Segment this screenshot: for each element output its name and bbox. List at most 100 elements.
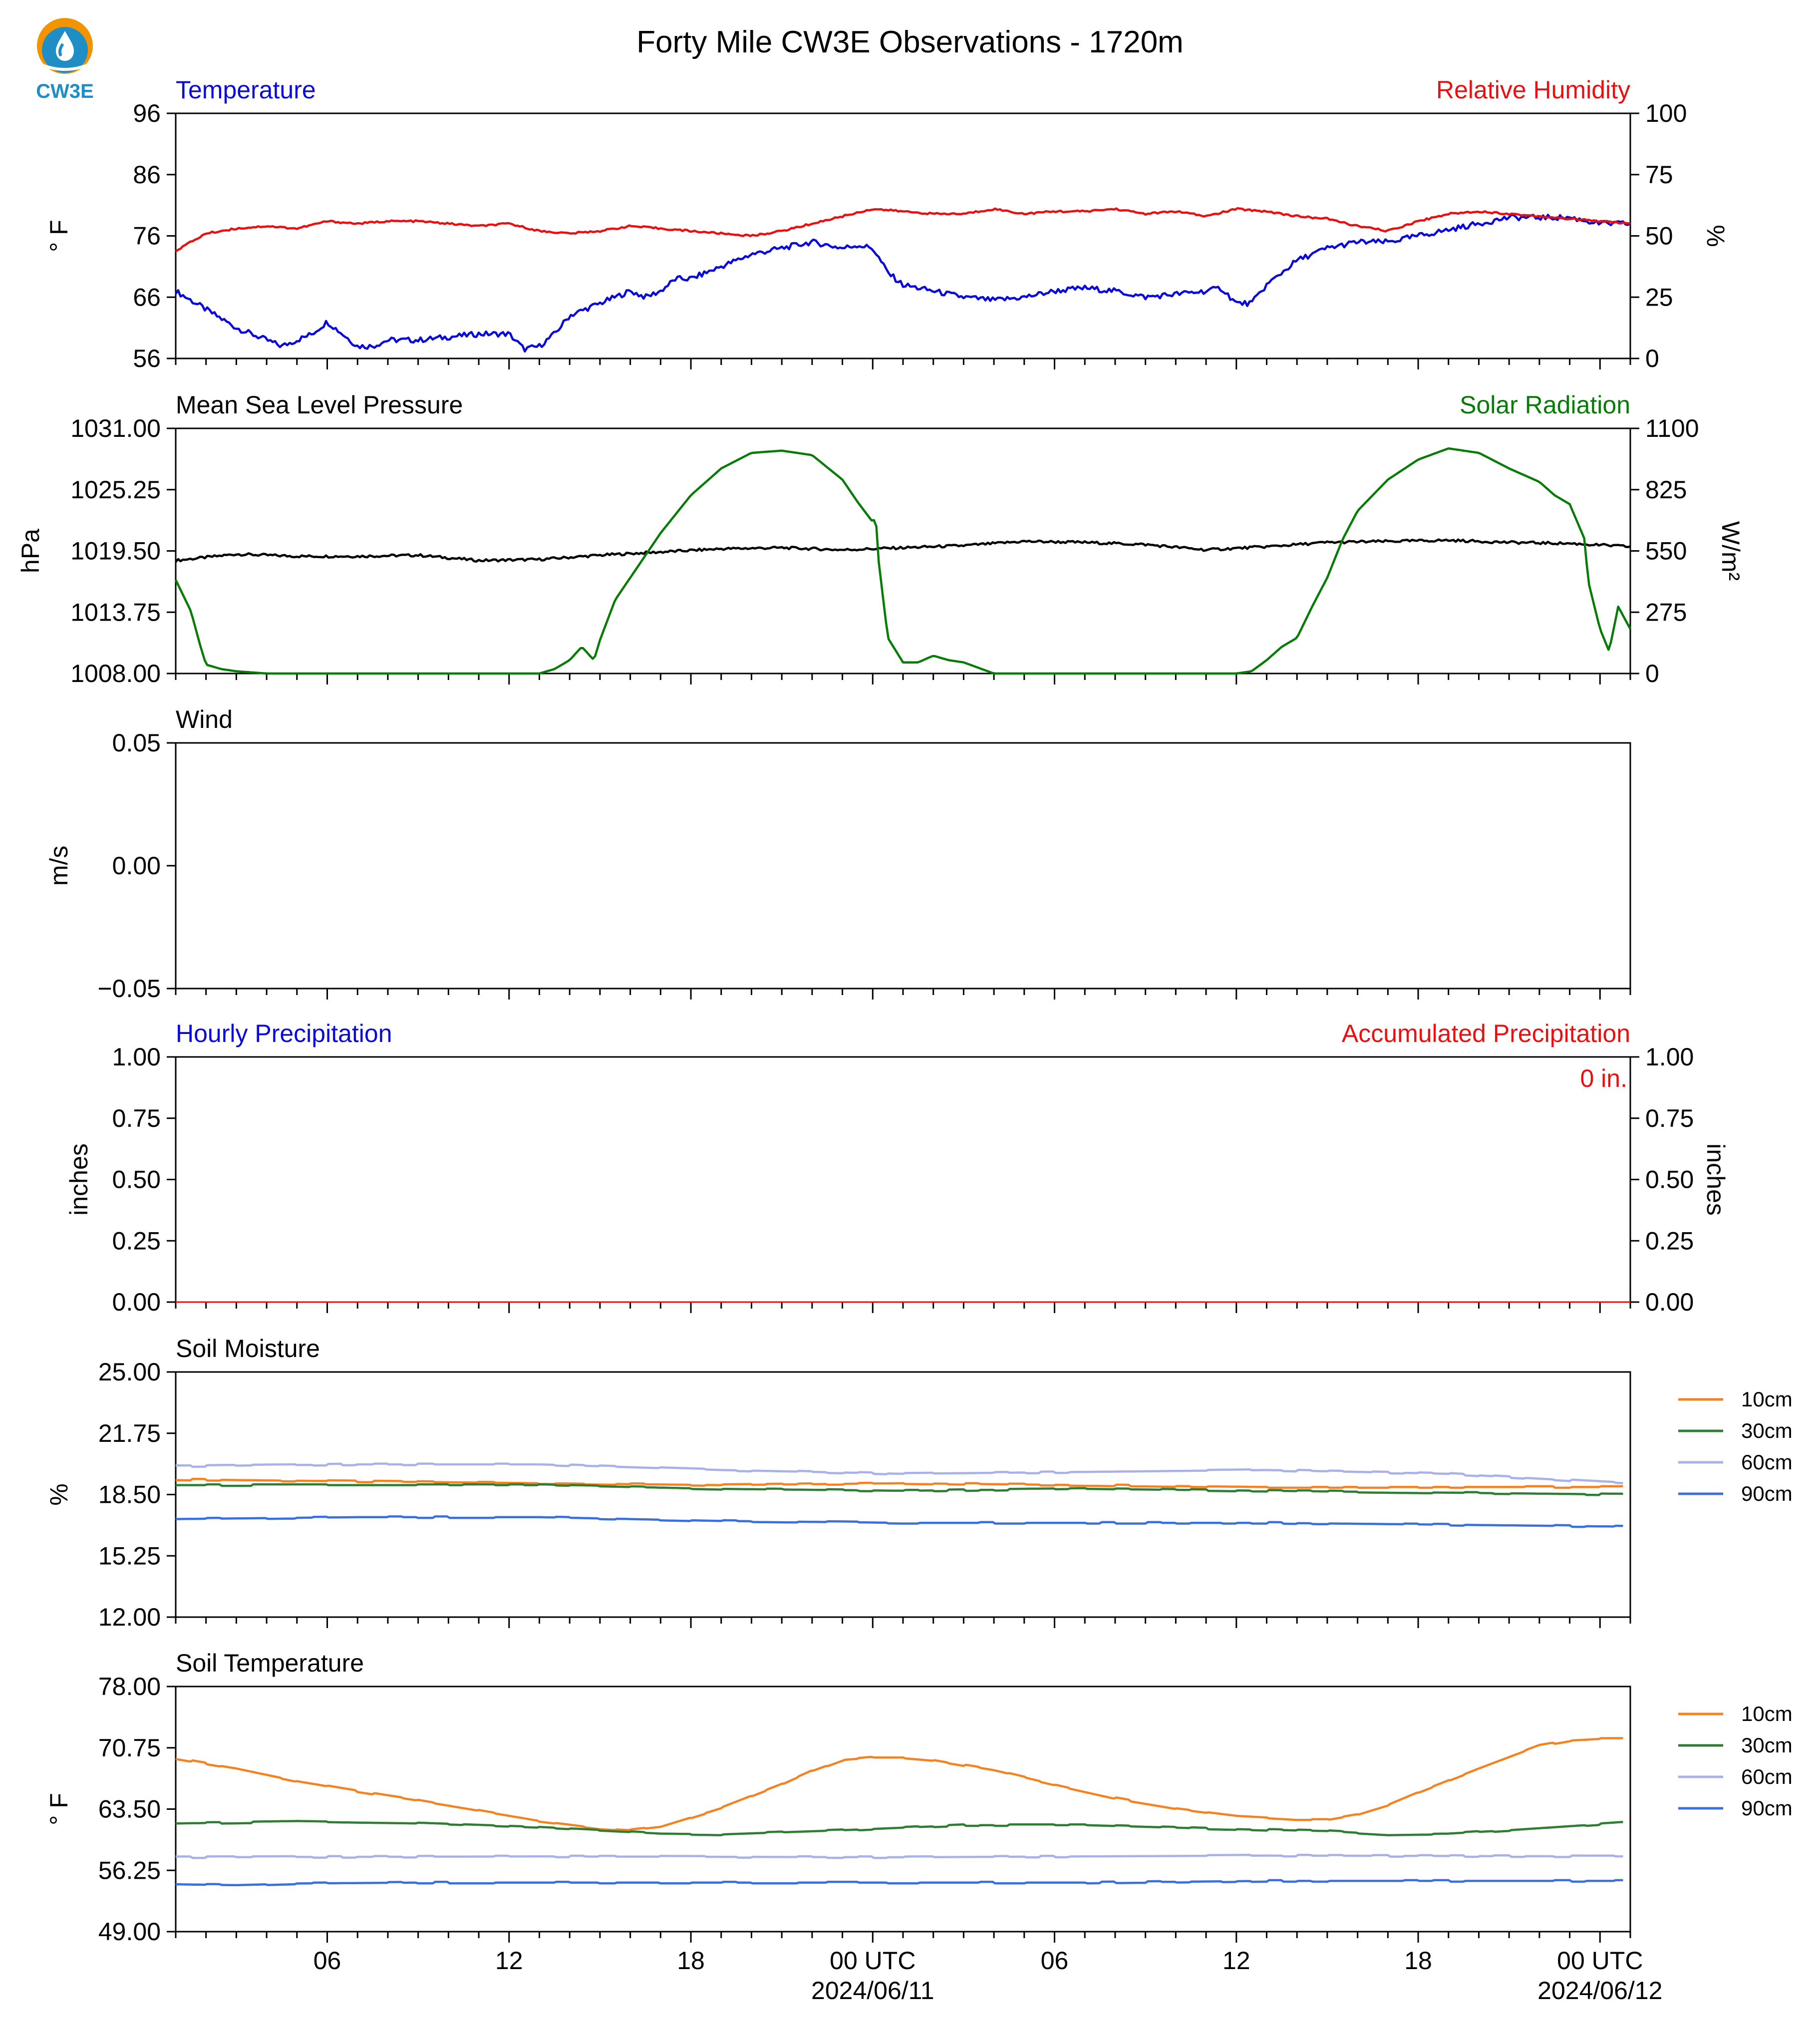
y-right-tick-label: 550	[1645, 537, 1687, 565]
y-right-tick-label: 1100	[1645, 414, 1699, 442]
y-tick-label: 1008.00	[70, 660, 161, 687]
x-tick-label: 18	[677, 1947, 705, 1975]
y-tick-label: −0.05	[97, 975, 161, 1003]
y-axis-label: m/s	[45, 846, 73, 886]
x-tick-label: 12	[1222, 1947, 1250, 1975]
plot-frame	[175, 427, 1631, 675]
y-right-tick-label: 100	[1645, 99, 1687, 127]
series-line-solar-radiation	[174, 447, 1631, 675]
x-tick-label: 18	[1404, 1947, 1432, 1975]
panel-6: 78.00 70.75 63.50 56.25 49.00 Soil Temperatur…	[45, 1649, 1793, 2005]
x-tick-date-label: 2024/06/11	[811, 1977, 934, 2005]
y-tick-label: 1031.00	[70, 414, 161, 442]
series-line-relative-humidity	[175, 207, 1631, 253]
y-tick-label: 0.00	[112, 1288, 161, 1316]
y-tick-label: 0.05	[112, 729, 161, 757]
legend-label: 10cm	[1741, 1387, 1793, 1411]
panel-5: 25.00 21.75 18.50 15.25 12.00 Soil Moisture% 1…	[45, 1335, 1793, 1631]
y-tick-label: 49.00	[98, 1918, 161, 1946]
plot-frame	[175, 742, 1631, 990]
y-tick-label: 86	[133, 161, 161, 189]
y-right-tick-label: 0.00	[1645, 1288, 1694, 1316]
plot-frame	[175, 1686, 1631, 1933]
y-axis-label: inches	[65, 1143, 93, 1216]
y-tick-label: 1013.75	[70, 598, 161, 626]
y-tick-label: 70.75	[98, 1734, 161, 1762]
panel-title-left: Temperature	[176, 76, 316, 104]
legend-label: 90cm	[1741, 1482, 1793, 1505]
y-tick-label: 12.00	[98, 1603, 161, 1631]
y-right-tick-label: 1.00	[1645, 1043, 1694, 1071]
series-line-30cm	[175, 1820, 1623, 1837]
series-line-temperature	[175, 213, 1631, 353]
y-tick-label: 63.50	[98, 1795, 161, 1823]
y-right-tick-label: 25	[1645, 283, 1673, 311]
series-line-10cm	[176, 1477, 1623, 1489]
legend-label: 60cm	[1741, 1765, 1793, 1788]
legend-label: 60cm	[1741, 1450, 1793, 1474]
y-axis-label: %	[45, 1483, 73, 1505]
panel-2: 1031.00 1025.25 1019.50 1013.75 1008.00 1100 8…	[16, 391, 1745, 687]
legend-label: 10cm	[1741, 1702, 1793, 1725]
panel-title-left: Hourly Precipitation	[176, 1019, 392, 1047]
x-tick-label: 06	[313, 1947, 341, 1975]
y-right-tick-label: 825	[1645, 476, 1687, 504]
y-tick-label: 1019.50	[70, 537, 161, 565]
x-tick-label: 06	[1041, 1947, 1069, 1975]
y-right-tick-label: 0	[1645, 344, 1659, 372]
chart-title: Forty Mile CW3E Observations - 1720m	[636, 25, 1184, 59]
plot-frame	[175, 1371, 1631, 1618]
panel-3: 0.05 0.00 −0.05 Wind m/s	[45, 705, 1631, 1003]
plot-frame	[175, 1056, 1631, 1303]
y-tick-label: 0.75	[112, 1104, 161, 1132]
x-tick-label: 00 UTC	[830, 1947, 915, 1975]
y-tick-label: 18.50	[98, 1481, 161, 1509]
panel-title-left: Soil Moisture	[176, 1335, 320, 1362]
x-tick-label: 12	[495, 1947, 523, 1975]
y-tick-label: 78.00	[98, 1673, 161, 1700]
series-line-60cm	[175, 1462, 1623, 1484]
y-tick-label: 1.00	[112, 1043, 161, 1071]
cw3e-logo: CW3E	[36, 18, 94, 102]
y-axis-label: ° F	[45, 220, 73, 252]
y-right-tick-label: 75	[1645, 161, 1673, 189]
series-line-60cm	[176, 1854, 1623, 1859]
series-line-10cm	[175, 1737, 1623, 1831]
y-right-tick-label: 0	[1645, 660, 1659, 687]
y-axis-label: hPa	[16, 529, 44, 573]
panel-title-right: Accumulated Precipitation	[1342, 1019, 1630, 1047]
accumulated-total-annotation: 0 in.	[1580, 1064, 1627, 1092]
y-tick-label: 25.00	[98, 1358, 161, 1386]
y-right-tick-label: 275	[1645, 598, 1687, 626]
panel-4: 1.00 0.75 0.50 0.25 0.00 1.00 0.75 0.50 0.25 0.00…	[65, 1019, 1730, 1316]
y-tick-label: 15.25	[98, 1542, 161, 1570]
series-line-90cm	[175, 1879, 1623, 1887]
x-tick-label: 00 UTC	[1557, 1947, 1643, 1975]
y-right-axis-label: W/m²	[1717, 521, 1745, 581]
panel-title-right: Relative Humidity	[1436, 76, 1630, 104]
y-tick-label: 0.25	[112, 1227, 161, 1255]
y-tick-label: 0.50	[112, 1166, 161, 1194]
panel-1: 96 86 76 66 56 100 75 50 25 0 Temperature Relative …	[45, 76, 1730, 372]
legend-label: 30cm	[1741, 1733, 1793, 1757]
panel-title-left: Wind	[176, 705, 233, 733]
y-tick-label: 76	[133, 222, 161, 250]
panel-title-left: Soil Temperature	[176, 1649, 364, 1677]
y-right-tick-label: 0.25	[1645, 1227, 1694, 1255]
y-axis-label: ° F	[45, 1793, 73, 1825]
series-line-90cm	[175, 1515, 1623, 1528]
y-right-tick-label: 0.50	[1645, 1166, 1694, 1194]
series-line-mean-sea-level-pressure	[175, 538, 1631, 563]
y-right-tick-label: 0.75	[1645, 1104, 1694, 1132]
y-tick-label: 21.75	[98, 1419, 161, 1447]
series-line-30cm	[176, 1483, 1623, 1496]
x-tick-date-label: 2024/06/12	[1537, 1977, 1662, 2005]
legend-label: 30cm	[1741, 1419, 1793, 1442]
panel-title-left: Mean Sea Level Pressure	[176, 391, 463, 419]
y-tick-label: 0.00	[112, 852, 161, 880]
y-tick-label: 96	[133, 99, 161, 127]
panel-title-right: Solar Radiation	[1460, 391, 1630, 419]
y-right-axis-label: inches	[1702, 1143, 1730, 1216]
